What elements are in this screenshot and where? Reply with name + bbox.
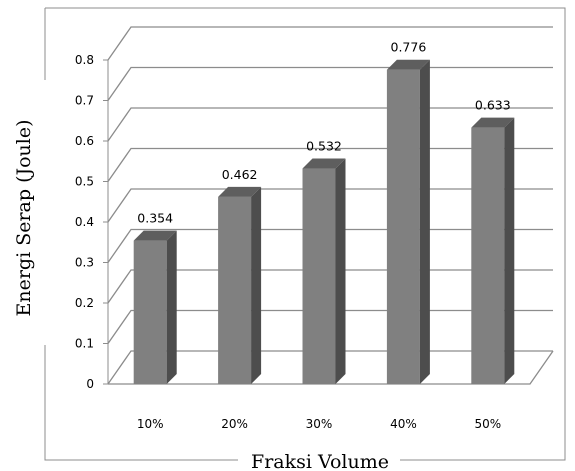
bar-front <box>218 196 252 384</box>
bar-front <box>471 127 505 384</box>
y-tick-label: 0.2 <box>75 296 94 310</box>
y-tick-label: 0.1 <box>75 337 94 351</box>
x-tick-label: 40% <box>390 417 417 431</box>
y-tick-label: 0.4 <box>75 215 94 229</box>
bar-front <box>302 168 336 384</box>
bar-20% <box>218 186 262 384</box>
bar-side <box>419 59 430 384</box>
y-tick-label: 0.3 <box>75 256 94 270</box>
bar-10% <box>133 230 177 384</box>
bar-side <box>335 158 346 384</box>
frame-right <box>45 7 566 461</box>
data-label: 0.776 <box>391 40 427 55</box>
bar-side <box>504 117 515 384</box>
bar-side <box>166 230 177 384</box>
y-tick-label: 0.6 <box>75 134 94 148</box>
bar-front <box>386 69 420 384</box>
x-axis-title: Fraksi Volume <box>251 451 389 471</box>
x-tick-label: 50% <box>474 417 501 431</box>
bar-top <box>386 59 430 70</box>
bar-40% <box>386 59 430 384</box>
bar-30% <box>302 158 346 384</box>
data-label: 0.633 <box>475 98 511 113</box>
bar-top <box>218 186 262 197</box>
x-tick-labels: 10% 20% 30% 40% 50% <box>137 417 501 431</box>
x-tick-label: 30% <box>306 417 333 431</box>
bar-top <box>302 158 346 169</box>
y-tick-label: 0.5 <box>75 175 94 189</box>
y-tick-label: 0.7 <box>75 94 94 108</box>
data-label: 0.532 <box>306 139 342 154</box>
y-tick-labels: 0 0.1 0.2 0.3 0.4 0.5 0.6 0.7 0.8 <box>75 53 94 391</box>
y-tick-label: 0.8 <box>75 53 94 67</box>
bar-top <box>133 230 177 241</box>
bars <box>133 59 515 384</box>
gridline <box>107 26 553 61</box>
bar-side <box>251 186 262 384</box>
x-tick-label: 20% <box>221 417 248 431</box>
y-tick-label: 0 <box>86 377 94 391</box>
data-label: 0.462 <box>222 167 258 182</box>
bar-50% <box>471 117 515 384</box>
gridline <box>107 66 553 101</box>
frame-left-bottom <box>44 345 238 461</box>
bar-front <box>133 240 167 384</box>
data-labels: 0.354 0.462 0.532 0.776 0.633 <box>137 40 510 226</box>
x-tick-label: 10% <box>137 417 164 431</box>
bar-top <box>471 117 515 128</box>
data-label: 0.354 <box>137 211 173 226</box>
y-axis-title: Energi Serap (Joule) <box>13 119 35 316</box>
